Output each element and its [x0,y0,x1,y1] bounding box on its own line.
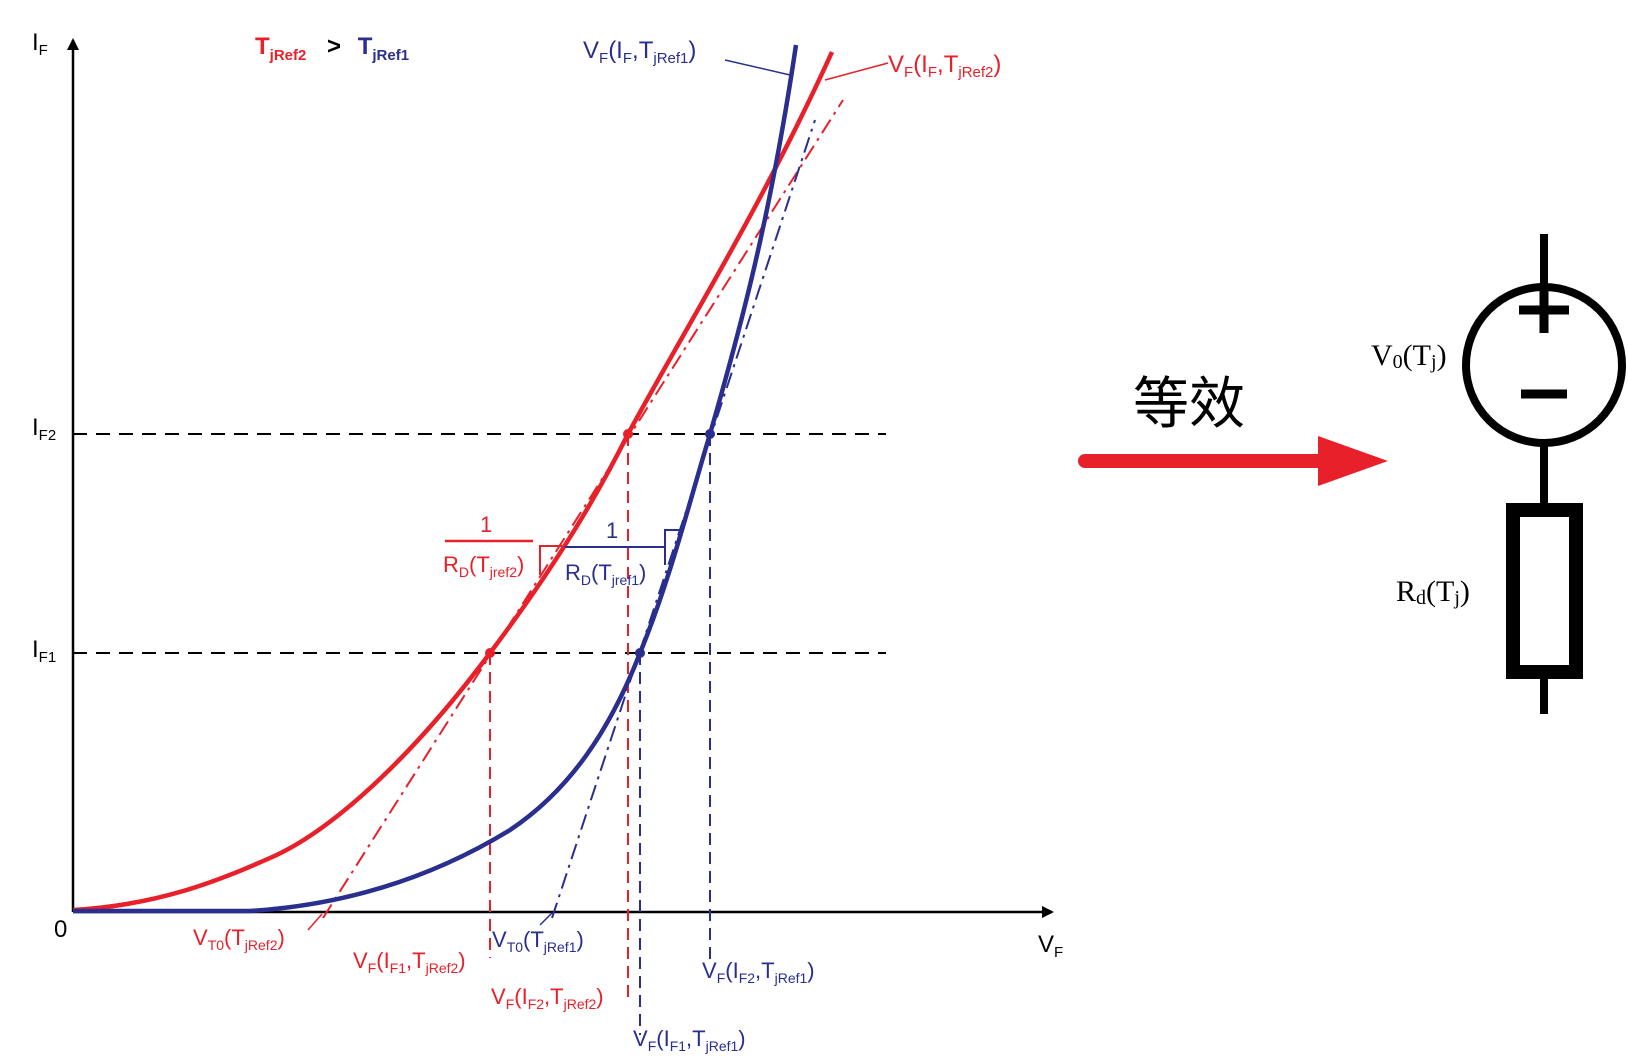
red-curve-label: VF(IF,TjRef2) [888,51,1001,81]
y-axis-label: IF [32,29,48,59]
vt0-red-leader [307,913,323,931]
blue-curve-tjref1 [73,44,799,914]
vt0-red-label: VT0(TjRef2) [193,925,285,953]
blue-slope-annotation: 1 RD(Tjref1) [565,518,682,588]
red-tangent-line [322,99,844,919]
if2-tick-label: IF2 [32,414,56,444]
blue-point-if1 [635,648,645,658]
origin-label: 0 [54,916,67,943]
equivalence-label: 等效 [1133,374,1245,436]
vt0-blue-label: VT0(TjRef1) [492,927,584,955]
blue-curve-label: VF(IF,TjRef1) [583,37,696,67]
vf-if1-blue-label: VF(IF1,TjRef1) [633,1026,746,1054]
vf-if2-red-label: VF(IF2,TjRef2) [491,984,604,1012]
red-point-if1 [485,648,495,658]
blue-point-if2 [705,429,715,439]
voltage-source-label: V0(Tj) [1371,339,1447,373]
svg-text:1: 1 [606,518,618,543]
svg-text:RD(Tjref1): RD(Tjref1) [565,560,646,588]
vf-if2-blue-label: VF(IF2,TjRef1) [702,958,815,986]
resistor-label: Rd(Tj) [1396,575,1470,609]
vf-if1-red-label: VF(IF1,TjRef2) [353,948,466,976]
svg-text:1: 1 [480,512,492,537]
legend: TjRef2 > TjRef1 [255,33,409,66]
if1-tick-label: IF1 [32,636,56,666]
equivalence-arrow-icon [1078,436,1388,486]
red-curve-leader [824,62,889,81]
red-point-if2 [623,429,633,439]
vt0-blue-leader [539,912,553,926]
red-slope-annotation: 1 RD(Tjref2) [443,512,562,580]
blue-curve-leader [724,59,791,76]
red-curve-tjref2 [72,51,835,913]
resistor-icon [1506,503,1583,679]
x-axis-label: VF [1038,931,1063,961]
equivalent-circuit [1462,234,1626,714]
svg-text:RD(Tjref2): RD(Tjref2) [443,552,524,580]
